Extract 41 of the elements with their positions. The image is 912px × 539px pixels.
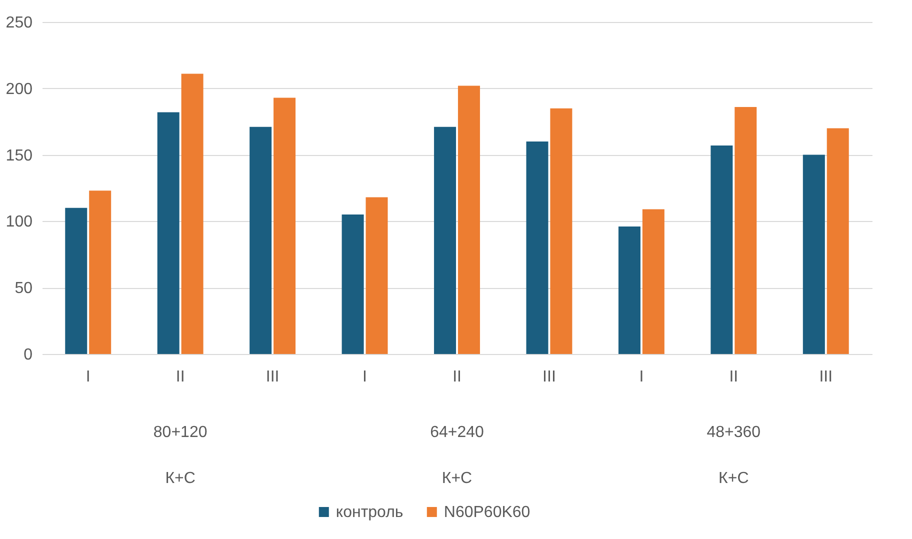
y-tick-label: 200: [6, 80, 33, 98]
bar: [250, 126, 272, 354]
bar: [157, 112, 180, 354]
bar: [181, 74, 204, 354]
y-tick-label: 0: [24, 346, 33, 364]
bar: [434, 126, 456, 354]
x-tick-label: III: [542, 368, 556, 386]
x-tick-label: II: [452, 368, 462, 386]
bar: [89, 190, 112, 354]
bar: [274, 98, 296, 354]
bar: [65, 208, 88, 354]
y-tick-label: 150: [6, 147, 33, 164]
x-tick-label: I: [86, 368, 90, 386]
bar: [618, 226, 640, 354]
legend-label: N60P60K60: [444, 504, 530, 521]
bar: [342, 214, 364, 354]
x-tick-label: III: [819, 368, 833, 386]
bar: [458, 86, 480, 354]
bar: [710, 146, 733, 354]
text: К+С: [165, 470, 196, 487]
text: К+С: [442, 470, 472, 487]
text: 64+240: [430, 424, 484, 441]
bar: [734, 106, 757, 354]
text: 80+120: [153, 424, 208, 441]
x-tick-label: II: [729, 368, 738, 386]
bar: [802, 154, 825, 354]
text: К+С: [718, 470, 749, 487]
x-tick-label: III: [266, 368, 280, 386]
bar: [642, 209, 664, 354]
x-tick-label: II: [176, 368, 185, 386]
x-tick-label: I: [362, 368, 368, 386]
bar: [550, 108, 572, 354]
bar: [366, 197, 388, 354]
y-tick-label: 250: [6, 14, 33, 32]
text: 48+360: [706, 424, 761, 441]
legend-label: контроль: [336, 504, 404, 521]
x-tick-label: I: [639, 368, 644, 386]
bar: [826, 128, 849, 354]
bar: [526, 142, 548, 354]
y-tick-label: 100: [6, 214, 33, 231]
y-tick-label: 50: [14, 280, 33, 298]
